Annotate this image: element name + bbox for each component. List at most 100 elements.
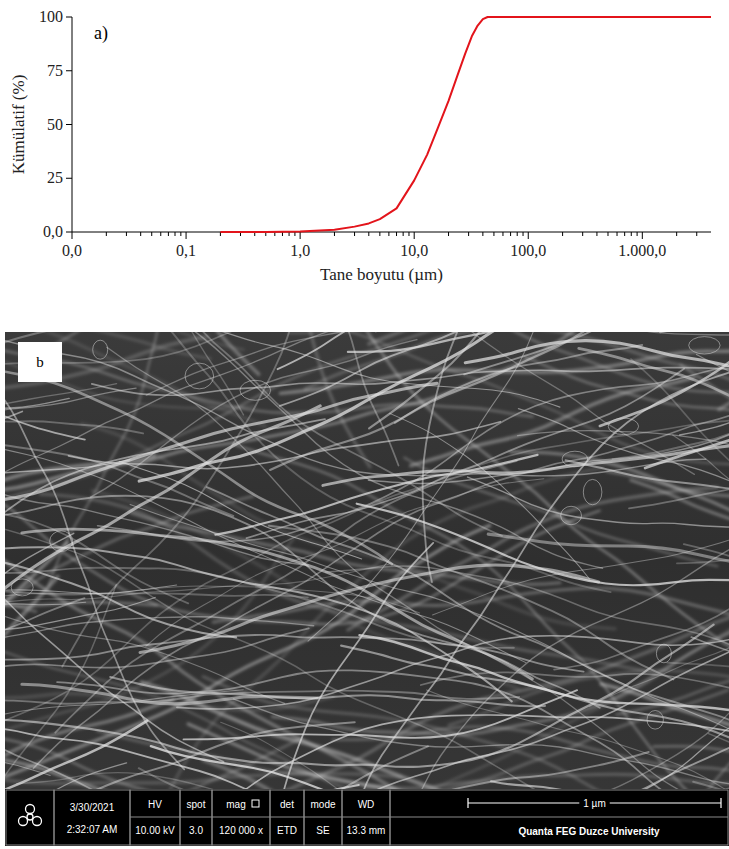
fiber bbox=[348, 487, 717, 630]
fiber-loop bbox=[93, 340, 108, 359]
y-tick bbox=[66, 178, 72, 179]
info-cell-divider bbox=[130, 817, 180, 818]
fiber bbox=[5, 635, 584, 672]
fiber bbox=[5, 496, 600, 708]
info-cell bbox=[180, 790, 212, 845]
minor-tick bbox=[502, 232, 503, 236]
x-tick bbox=[300, 232, 301, 239]
x-tick-label: 1.000,0 bbox=[618, 242, 666, 259]
fiber bbox=[308, 332, 578, 641]
info-cell-divider bbox=[212, 817, 270, 818]
fiber bbox=[5, 332, 349, 485]
fiber bbox=[491, 781, 729, 789]
panel-label-box bbox=[18, 342, 62, 382]
x-axis-line bbox=[72, 232, 711, 233]
fiber-loop bbox=[562, 451, 588, 467]
logo bbox=[33, 817, 42, 826]
fiber bbox=[270, 332, 729, 470]
minor-tick bbox=[168, 232, 169, 236]
fiber bbox=[5, 598, 155, 790]
logo bbox=[26, 805, 35, 814]
fiber-loop bbox=[583, 479, 602, 504]
y-tick bbox=[66, 124, 72, 125]
panel-label: a) bbox=[94, 23, 108, 44]
y-axis-title: Kümülatif (%) bbox=[9, 75, 28, 175]
y-tick bbox=[66, 70, 72, 71]
fiber bbox=[5, 332, 244, 415]
fiber bbox=[100, 332, 259, 374]
fiber bbox=[5, 547, 512, 701]
info-cell-divider bbox=[180, 817, 212, 818]
fiber bbox=[341, 646, 729, 789]
scale-bar-end bbox=[720, 798, 721, 808]
info-cell bbox=[130, 790, 180, 845]
minor-tick bbox=[517, 232, 518, 236]
minor-tick bbox=[562, 232, 563, 236]
minor-tick bbox=[160, 232, 161, 236]
fiber bbox=[289, 752, 648, 789]
x-tick-label: 1,0 bbox=[290, 242, 310, 259]
fiber-loop bbox=[656, 644, 671, 663]
minor-tick bbox=[388, 232, 389, 236]
minor-tick bbox=[696, 232, 697, 236]
x-tick-label: 0,0 bbox=[62, 242, 82, 259]
y-tick-label: 100 bbox=[39, 8, 63, 25]
fiber bbox=[439, 731, 729, 789]
fiber bbox=[5, 350, 533, 417]
fiber bbox=[9, 785, 358, 789]
info-head: mag bbox=[226, 799, 245, 810]
minor-tick bbox=[175, 232, 176, 236]
minor-tick bbox=[523, 232, 524, 236]
fiber bbox=[57, 332, 370, 467]
fiber bbox=[5, 455, 224, 761]
minor-tick bbox=[354, 232, 355, 236]
info-head: mode bbox=[310, 799, 335, 810]
cumulative-line bbox=[220, 17, 711, 232]
info-cell-divider bbox=[304, 817, 342, 818]
x-tick bbox=[186, 232, 187, 239]
fiber-texture bbox=[5, 332, 729, 789]
fiber bbox=[518, 431, 729, 519]
info-cell-divider bbox=[390, 817, 728, 818]
fiber bbox=[5, 460, 130, 481]
minor-tick bbox=[510, 232, 511, 236]
fiber-loop bbox=[647, 711, 663, 730]
fiber-loop bbox=[11, 579, 33, 596]
minor-tick bbox=[140, 232, 141, 236]
fiber bbox=[348, 332, 729, 352]
fiber bbox=[22, 684, 317, 704]
info-cell bbox=[54, 790, 130, 845]
fiber bbox=[518, 409, 729, 551]
fiber bbox=[357, 504, 729, 600]
fiber bbox=[700, 638, 729, 789]
fiber bbox=[673, 435, 729, 611]
fiber bbox=[645, 332, 729, 468]
minor-tick bbox=[379, 232, 380, 236]
x-tick bbox=[414, 232, 415, 239]
minor-tick bbox=[468, 232, 469, 236]
fiber bbox=[17, 773, 729, 789]
fiber bbox=[177, 502, 729, 709]
minor-tick bbox=[607, 232, 608, 236]
fiber bbox=[5, 698, 347, 789]
x-axis-title: Tane boyutu (µm) bbox=[320, 265, 443, 284]
info-cell bbox=[270, 790, 304, 845]
fiber bbox=[465, 341, 729, 371]
info-value: 3.0 bbox=[189, 825, 203, 836]
fiber bbox=[5, 691, 519, 706]
fiber bbox=[5, 383, 437, 508]
fiber-loop bbox=[689, 337, 720, 354]
minor-tick bbox=[334, 232, 335, 236]
fiber bbox=[110, 677, 545, 706]
fiber bbox=[184, 690, 578, 739]
fiber bbox=[69, 422, 501, 469]
minor-tick bbox=[596, 232, 597, 236]
fiber-loop bbox=[561, 506, 582, 524]
fiber bbox=[278, 332, 729, 369]
info-head: det bbox=[280, 799, 294, 810]
fiber bbox=[5, 355, 392, 564]
fiber bbox=[5, 419, 325, 746]
info-cell bbox=[390, 790, 728, 845]
fiber bbox=[374, 528, 729, 789]
fiber-loop bbox=[608, 418, 638, 435]
